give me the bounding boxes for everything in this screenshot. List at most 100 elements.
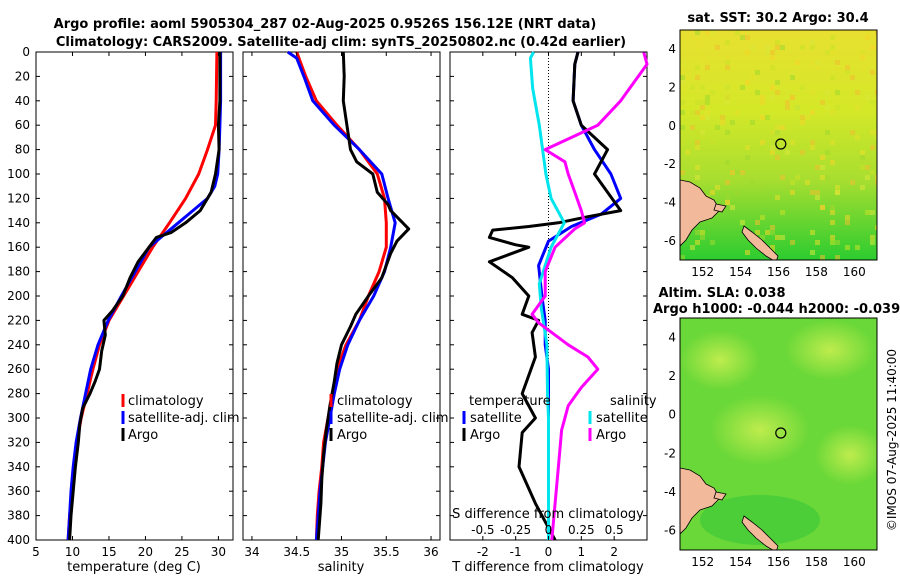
sst-pixel (765, 45, 770, 50)
sla-map-frame (679, 317, 878, 551)
sst-pixel (730, 120, 735, 125)
sst-pixel (810, 140, 815, 145)
salinity-legend: climatology satellite-adj. clim Argo (329, 394, 449, 443)
sst-pixel (780, 125, 785, 130)
sst-pixel (830, 140, 835, 145)
sst-pixel (860, 55, 865, 60)
sst-pixel (785, 185, 790, 190)
sst-pixel (775, 195, 780, 200)
map-lat-tick-label: 2 (668, 81, 676, 95)
sst-pixel (870, 100, 875, 105)
map-lon-tick-label: 152 (691, 555, 714, 569)
sst-pixel (825, 50, 830, 55)
sst-pixel (790, 240, 795, 245)
sst-pixel (735, 110, 740, 115)
sst-pixel (700, 100, 705, 105)
sst-pixel (830, 110, 835, 115)
map-lon-tick-label: 156 (767, 265, 790, 279)
sst-pixel (700, 55, 705, 60)
sst-pixel (795, 175, 800, 180)
sst-pixel-noise (680, 30, 877, 260)
sst-pixel (760, 185, 765, 190)
sst-pixel (820, 165, 825, 170)
sst-argo-marker (775, 138, 787, 150)
sst-pixel (720, 120, 725, 125)
sst-pixel (825, 130, 830, 135)
map-lon-tick-label: 156 (767, 555, 790, 569)
sst-pixel (740, 85, 745, 90)
depth-tick-label: 20 (15, 69, 30, 83)
sst-pixel (855, 90, 860, 95)
sst-pixel (830, 45, 835, 50)
sst-pixel (770, 65, 775, 70)
sst-pixel (780, 210, 785, 215)
sst-pixel (755, 70, 760, 75)
x-tick-label: 20 (138, 545, 153, 559)
sst-pixel (875, 30, 877, 35)
s-tick-label: 0.5 (605, 523, 624, 537)
sla-map-title: Altim. SLA: 0.038 (659, 286, 786, 301)
sst-pixel (770, 245, 775, 250)
sst-pixel (805, 180, 810, 185)
sst-pixel (845, 65, 850, 70)
sst-pixel (845, 70, 850, 75)
s-tick-label: 0.25 (568, 523, 595, 537)
sla-land-islet (713, 491, 727, 501)
sst-pixel (715, 45, 720, 50)
sst-pixel (745, 80, 750, 85)
sla-field-high-2 (785, 320, 875, 380)
sst-pixel (805, 115, 810, 120)
sst-pixel (875, 90, 877, 95)
difference-xlabel: T difference from climatology (451, 560, 644, 575)
sst-pixel (750, 45, 755, 50)
sst-pixel (740, 220, 745, 225)
x-tick-label: 25 (174, 545, 189, 559)
sst-pixel (825, 150, 830, 155)
sst-pixel (800, 115, 805, 120)
map-lat-tick-label: -4 (664, 196, 676, 210)
legend-label: climatology (337, 394, 413, 409)
sst-land-png (680, 179, 721, 247)
sst-pixel (825, 105, 830, 110)
sst-pixel (705, 65, 710, 70)
sst-pixel (800, 120, 805, 125)
sst-pixel (795, 105, 800, 110)
sst-pixel (825, 90, 830, 95)
sla-field-low-1 (700, 495, 820, 545)
sst-pixel (690, 245, 695, 250)
series-line-satellite-adj-clim (286, 50, 397, 541)
sst-pixel (750, 75, 755, 80)
sst-pixel (725, 200, 730, 205)
sst-pixel (680, 110, 685, 115)
sst-pixel (765, 50, 770, 55)
temperature-xlabel: temperature (deg C) (67, 560, 201, 575)
sst-pixel (775, 80, 780, 85)
figure-title-line2: Climatology: CARS2009. Satellite-adj cli… (56, 35, 626, 50)
x-tick-label: 35 (334, 545, 349, 559)
sst-pixel (695, 75, 700, 80)
depth-tick-label: 280 (7, 387, 30, 401)
sst-pixel (745, 145, 750, 150)
sst-pixel (810, 110, 815, 115)
sst-pixel (830, 235, 835, 240)
sst-pixel (710, 90, 715, 95)
sla-map-subtitle: Argo h1000: -0.044 h2000: -0.039 (653, 302, 900, 317)
sst-pixel (815, 65, 820, 70)
sst-pixel (870, 45, 875, 50)
map-lon-tick-label: 152 (691, 265, 714, 279)
sst-pixel (765, 230, 770, 235)
series-layer (66, 50, 649, 541)
x-tick-label: 34.5 (283, 545, 310, 559)
sst-pixel (725, 95, 730, 100)
sst-pixel (830, 160, 835, 165)
sst-pixel (705, 60, 710, 65)
sst-pixel (760, 235, 765, 240)
sst-pixel (740, 35, 745, 40)
sst-pixel (730, 205, 735, 210)
x-tick-label: 2 (610, 545, 618, 559)
x-tick-label: 34 (244, 545, 259, 559)
sst-pixel (680, 75, 685, 80)
salinity-axes-box (242, 51, 441, 541)
sst-pixel (695, 45, 700, 50)
